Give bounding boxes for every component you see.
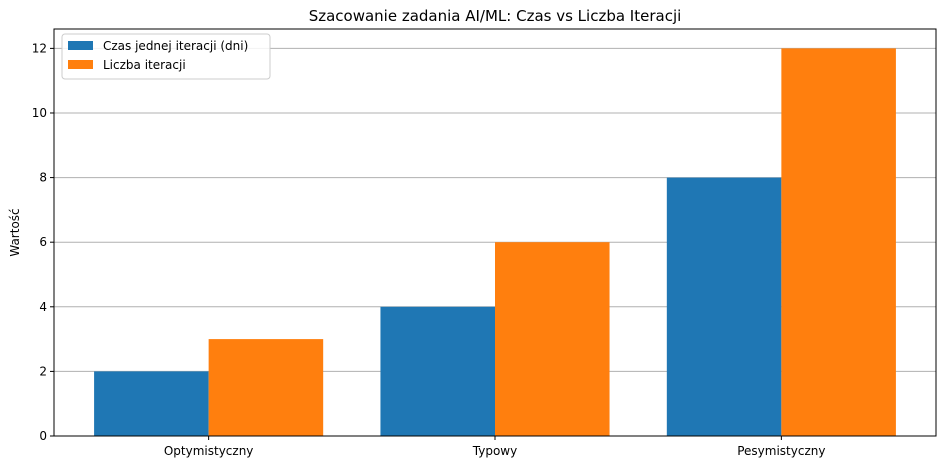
bar-liczba-2	[781, 48, 896, 436]
y-tick-label: 0	[39, 429, 47, 443]
x-tick-label: Optymistyczny	[164, 444, 254, 458]
y-tick-label: 10	[32, 106, 47, 120]
legend-swatch	[68, 41, 93, 50]
bar-czas-1	[380, 306, 495, 436]
y-tick-label: 6	[39, 235, 47, 249]
legend: Czas jednej iteracji (dni) Liczba iteracj…	[61, 33, 271, 80]
y-tick-label: 4	[39, 300, 47, 314]
y-axis-ticks: 0 2 4 6 8 10 12	[32, 41, 54, 443]
y-tick-label: 12	[32, 41, 47, 55]
y-tick-label: 2	[39, 364, 47, 378]
x-tick-label: Pesymistyczny	[737, 444, 825, 458]
legend-label: Czas jednej iteracji (dni)	[103, 39, 248, 53]
legend-label: Liczba iteracji	[103, 58, 186, 72]
bar-czas-2	[666, 177, 782, 437]
y-axis-label: Wartość	[8, 208, 22, 256]
bars	[94, 48, 896, 437]
bar-liczba-1	[495, 242, 610, 436]
bar-czas-0	[94, 371, 209, 436]
legend-swatch	[68, 60, 93, 69]
legend-box	[61, 33, 271, 80]
y-tick-label: 8	[39, 171, 47, 185]
x-axis-ticks: Optymistyczny Typowy Pesymistyczny	[164, 436, 825, 458]
chart-title: Szacowanie zadania AI/ML: Czas vs Liczba…	[309, 7, 682, 25]
x-tick-label: Typowy	[472, 444, 517, 458]
bar-liczba-0	[208, 339, 324, 436]
